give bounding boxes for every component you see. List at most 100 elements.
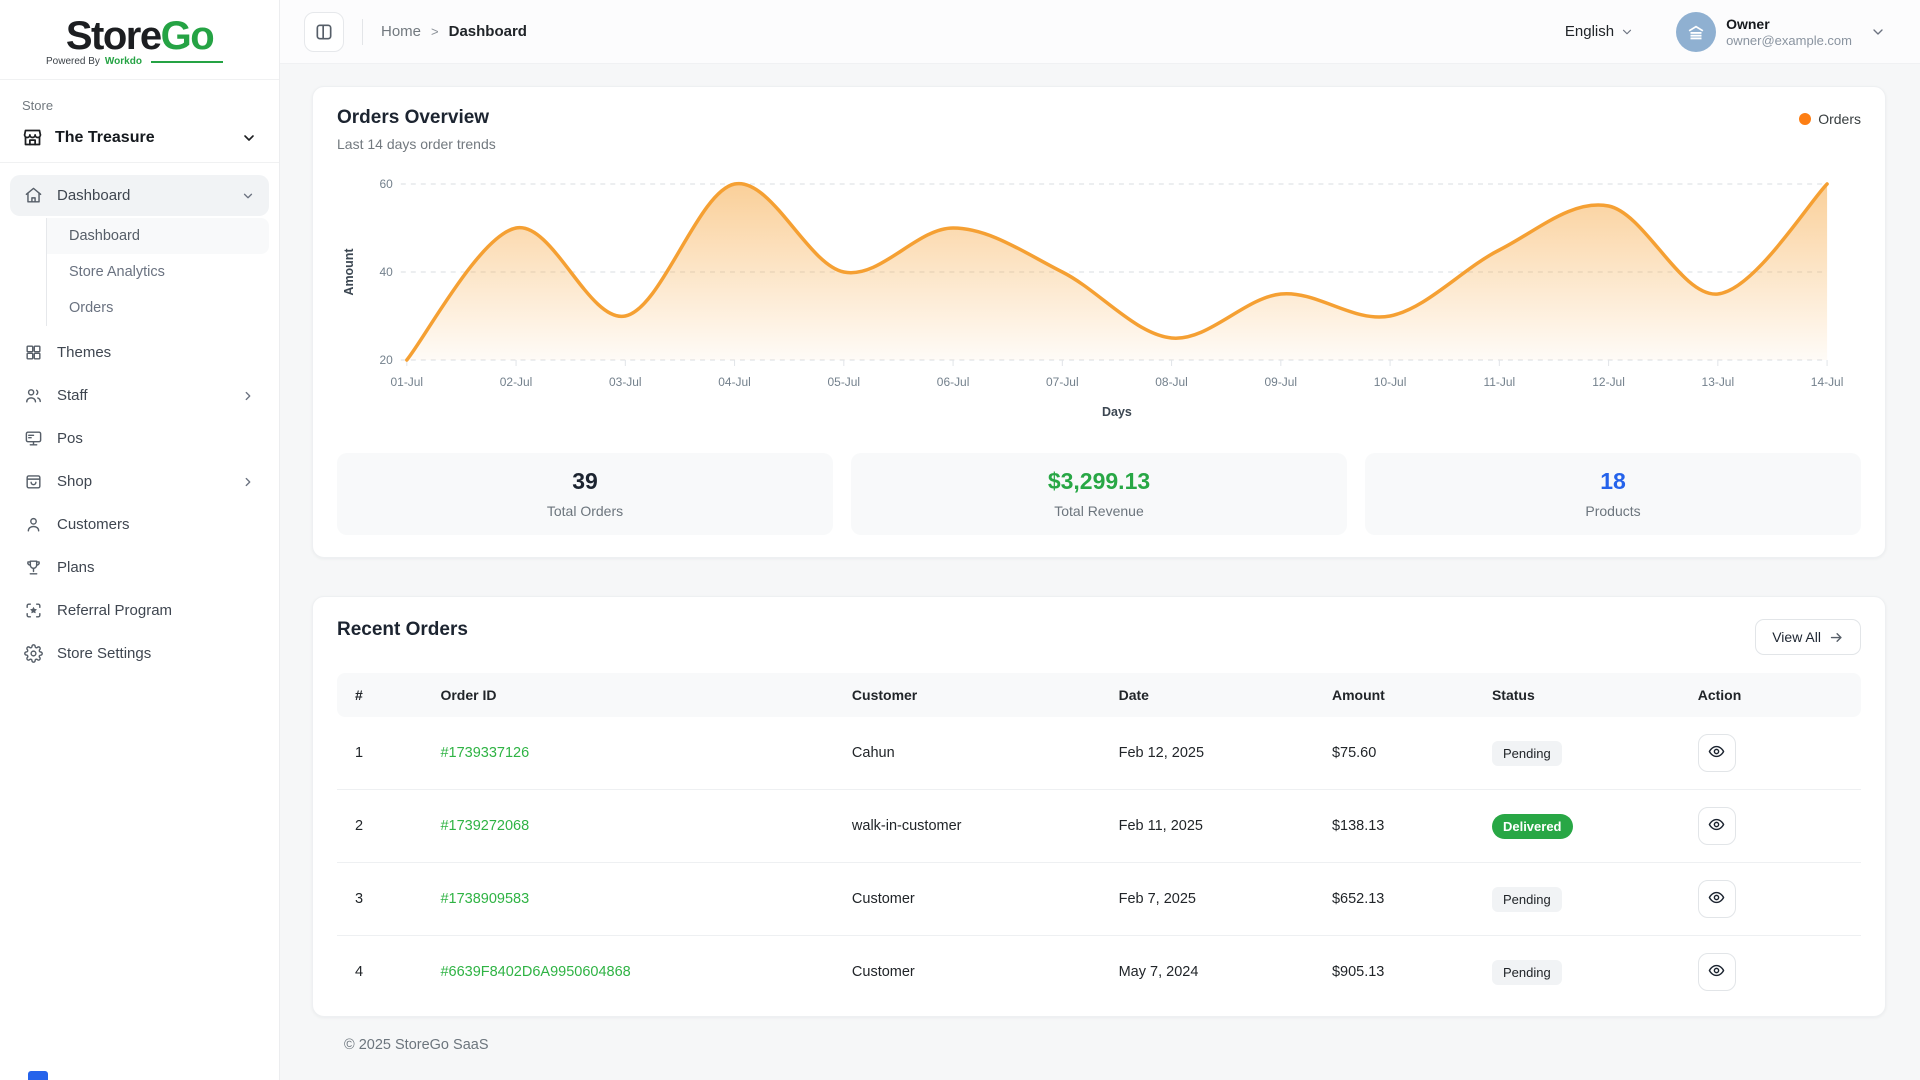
cell-date: Feb 11, 2025 (1107, 790, 1320, 863)
sidebar-item-label: Shop (57, 473, 227, 490)
table-row: 3#1738909583CustomerFeb 7, 2025$652.13Pe… (337, 863, 1861, 936)
sidebar-item-label: Customers (57, 516, 255, 533)
legend-marker-icon (1799, 113, 1811, 125)
users-icon (24, 386, 43, 405)
svg-text:20: 20 (380, 353, 394, 367)
cell-amount: $138.13 (1320, 790, 1480, 863)
sidebar: StoreGo Powered By Workdo Store The Trea… (0, 0, 280, 1080)
view-all-button[interactable]: View All (1755, 619, 1861, 655)
cell-amount: $652.13 (1320, 863, 1480, 936)
svg-text:14-Jul: 14-Jul (1811, 375, 1844, 389)
brand-logo[interactable]: StoreGo Powered By Workdo (0, 0, 279, 80)
view-order-button[interactable] (1698, 807, 1736, 845)
column-header-status: Status (1480, 673, 1686, 717)
cell-index: 4 (337, 936, 428, 1009)
order-id-link[interactable]: #1739337126 (440, 745, 529, 761)
submenu-item-orders[interactable]: Orders (47, 290, 269, 326)
sidebar-nav: Dashboard Dashboard Store Analytics Orde… (0, 163, 279, 1080)
pos-terminal-icon (24, 429, 43, 448)
recent-orders-table: # Order ID Customer Date Amount Status A… (337, 673, 1861, 1008)
view-all-label: View All (1772, 629, 1821, 645)
cell-date: Feb 7, 2025 (1107, 863, 1320, 936)
status-badge: Pending (1492, 960, 1562, 985)
order-id-link[interactable]: #1739272068 (440, 818, 529, 834)
submenu-item-dashboard[interactable]: Dashboard (47, 218, 269, 254)
view-order-button[interactable] (1698, 734, 1736, 772)
trophy-icon (24, 558, 43, 577)
stat-total-revenue: $3,299.13 Total Revenue (851, 453, 1347, 535)
avatar (1676, 12, 1716, 52)
orders-area-chart: 20406001-Jul02-Jul03-Jul04-Jul05-Jul06-J… (337, 162, 1861, 439)
profile-email: owner@example.com (1726, 33, 1852, 48)
profile-role: Owner (1726, 16, 1852, 32)
breadcrumb: Home > Dashboard (381, 23, 527, 40)
powered-by-underline (151, 61, 223, 63)
svg-text:Days: Days (1102, 405, 1132, 419)
svg-text:04-Jul: 04-Jul (718, 375, 751, 389)
sidebar-item-store-settings[interactable]: Store Settings (10, 633, 269, 674)
eye-icon (1708, 889, 1725, 909)
svg-text:11-Jul: 11-Jul (1483, 375, 1515, 389)
svg-text:09-Jul: 09-Jul (1265, 375, 1298, 389)
cell-customer: Cahun (840, 717, 1107, 790)
column-header-date: Date (1107, 673, 1320, 717)
store-name: The Treasure (55, 129, 229, 147)
status-badge: Pending (1492, 887, 1562, 912)
brand-logo-text: StoreGo (24, 14, 255, 58)
column-header-order-id: Order ID (428, 673, 839, 717)
stat-value: $3,299.13 (861, 468, 1337, 495)
column-header-index: # (337, 673, 428, 717)
chevron-down-icon (241, 130, 257, 146)
sidebar-item-dashboard[interactable]: Dashboard (10, 175, 269, 216)
star-frame-icon (24, 601, 43, 620)
stat-value: 39 (347, 468, 823, 495)
legend-label: Orders (1818, 111, 1861, 127)
sidebar-item-label: Referral Program (57, 602, 255, 619)
sidebar-item-label: Plans (57, 559, 255, 576)
brand-logo-primary: Store (66, 14, 161, 58)
home-icon (24, 186, 43, 205)
powered-by: Powered By Workdo (24, 56, 255, 67)
svg-text:10-Jul: 10-Jul (1374, 375, 1407, 389)
svg-text:02-Jul: 02-Jul (500, 375, 533, 389)
sidebar-item-label: Pos (57, 430, 255, 447)
storefront-icon (22, 127, 43, 148)
gear-icon (24, 644, 43, 663)
chart-legend-item[interactable]: Orders (1799, 107, 1861, 127)
sidebar-item-plans[interactable]: Plans (10, 547, 269, 588)
sidebar-item-staff[interactable]: Staff (10, 375, 269, 416)
partially-visible-bottom-widget[interactable] (28, 1071, 48, 1080)
sidebar-item-referral-program[interactable]: Referral Program (10, 590, 269, 631)
breadcrumb-separator: > (431, 24, 439, 39)
sidebar-item-themes[interactable]: Themes (10, 332, 269, 373)
sidebar-item-shop[interactable]: Shop (10, 461, 269, 502)
sidebar-item-pos[interactable]: Pos (10, 418, 269, 459)
profile-menu[interactable]: Owner owner@example.com (1676, 12, 1886, 52)
recent-orders-card: Recent Orders View All # Order ID (312, 596, 1886, 1017)
view-order-button[interactable] (1698, 953, 1736, 991)
content: Orders Overview Last 14 days order trend… (280, 64, 1920, 1080)
language-selector[interactable]: English (1565, 23, 1634, 40)
svg-text:07-Jul: 07-Jul (1046, 375, 1079, 389)
chevron-down-icon (241, 189, 255, 203)
svg-text:01-Jul: 01-Jul (391, 375, 424, 389)
stat-label: Total Revenue (861, 503, 1337, 519)
sidebar-item-customers[interactable]: Customers (10, 504, 269, 545)
cell-amount: $75.60 (1320, 717, 1480, 790)
svg-text:05-Jul: 05-Jul (828, 375, 861, 389)
svg-text:12-Jul: 12-Jul (1592, 375, 1625, 389)
chevron-right-icon (241, 475, 255, 489)
status-badge: Pending (1492, 741, 1562, 766)
column-header-amount: Amount (1320, 673, 1480, 717)
store-selector[interactable]: The Treasure (22, 127, 257, 148)
breadcrumb-home-link[interactable]: Home (381, 23, 421, 40)
cell-customer: walk-in-customer (840, 790, 1107, 863)
submenu-item-store-analytics[interactable]: Store Analytics (47, 254, 269, 290)
cell-customer: Customer (840, 863, 1107, 936)
table-header-row: # Order ID Customer Date Amount Status A… (337, 673, 1861, 717)
grid-icon (24, 343, 43, 362)
sidebar-toggle-button[interactable] (304, 12, 344, 52)
order-id-link[interactable]: #6639F8402D6A9950604868 (440, 964, 630, 980)
view-order-button[interactable] (1698, 880, 1736, 918)
order-id-link[interactable]: #1738909583 (440, 891, 529, 907)
